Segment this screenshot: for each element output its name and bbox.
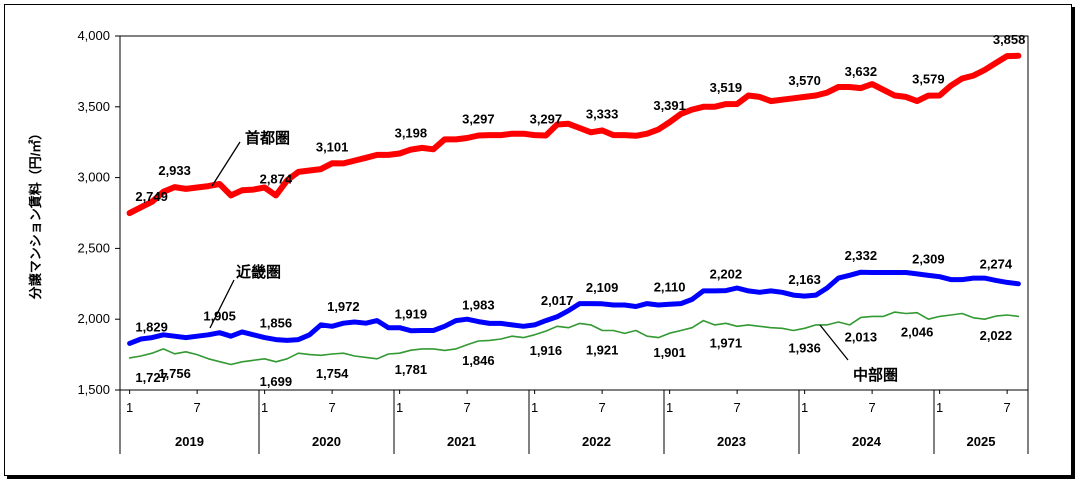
- month-tick-label: 1: [531, 400, 538, 415]
- data-label: 3,519: [710, 80, 743, 95]
- data-label: 2,046: [901, 325, 934, 340]
- data-label: 2,109: [586, 280, 619, 295]
- data-label: 1,971: [710, 335, 743, 350]
- month-tick-label: 1: [936, 400, 943, 415]
- data-label: 3,297: [530, 112, 563, 127]
- month-tick-label: 1: [666, 400, 673, 415]
- data-label: 2,274: [980, 256, 1013, 271]
- data-label: 1,936: [788, 340, 821, 355]
- data-label: 2,309: [912, 251, 945, 266]
- data-label: 1,756: [158, 366, 191, 381]
- leader-line: [211, 141, 241, 187]
- year-label: 2019: [175, 434, 204, 449]
- data-label: 3,391: [653, 98, 686, 113]
- series-line-chubu: [128, 311, 1020, 366]
- region-label-shutoken: 首都圏: [245, 129, 290, 147]
- data-label: 1,901: [653, 345, 686, 360]
- plot-area: [119, 35, 1029, 391]
- series-lines: [126, 52, 1022, 366]
- data-label: 2,110: [654, 280, 686, 295]
- y-tick-label: 4,000: [77, 28, 110, 43]
- data-label: 3,101: [316, 139, 349, 154]
- leader-line: [209, 279, 235, 329]
- data-label: 2,013: [845, 329, 878, 344]
- data-label: 1,983: [462, 298, 495, 313]
- region-label-kinki: 近畿圏: [236, 263, 281, 281]
- data-label: 2,933: [158, 163, 191, 178]
- data-label: 1,856: [260, 316, 293, 331]
- data-label: 1,781: [395, 362, 428, 377]
- data-label: 3,579: [912, 72, 945, 87]
- region-label-chubu: 中部圏: [853, 366, 898, 384]
- leader-line: [819, 324, 849, 361]
- data-label: 2,749: [135, 189, 168, 204]
- data-label: 1,905: [203, 309, 236, 324]
- data-label: 2,022: [980, 328, 1013, 343]
- data-label: 2,017: [541, 293, 574, 308]
- data-label: 3,858: [993, 32, 1026, 47]
- month-tick-label: 7: [869, 400, 876, 415]
- month-tick-label: 1: [801, 400, 808, 415]
- month-tick-label: 1: [126, 400, 133, 415]
- y-axis-label: 分譲マンション賃料（円/㎡）: [28, 127, 43, 300]
- series-line-kinki: [127, 269, 1021, 346]
- year-label: 2022: [582, 434, 611, 449]
- data-label: 2,163: [788, 272, 821, 287]
- year-label: 2023: [717, 434, 746, 449]
- year-label: 2025: [967, 434, 996, 449]
- chart-frame: [4, 4, 1072, 476]
- data-label: 1,829: [135, 319, 168, 334]
- data-label: 1,916: [530, 343, 563, 358]
- y-tick-label: 3,500: [77, 99, 110, 114]
- data-label: 3,297: [462, 112, 495, 127]
- series-line-shutoken: [126, 52, 1022, 217]
- data-label: 2,202: [710, 267, 743, 282]
- data-label: 2,332: [845, 248, 878, 263]
- month-tick-label: 7: [194, 400, 201, 415]
- data-label: 1,699: [260, 374, 293, 389]
- data-label: 1,846: [462, 353, 495, 368]
- data-label: 2,874: [260, 171, 293, 186]
- y-tick-label: 1,500: [77, 382, 110, 397]
- month-tick-label: 7: [329, 400, 336, 415]
- data-label: 3,570: [788, 73, 821, 88]
- data-label: 1,754: [316, 366, 349, 381]
- y-tick-label: 3,000: [77, 170, 110, 185]
- data-label: 1,727: [135, 370, 168, 385]
- data-label: 3,333: [586, 106, 619, 121]
- month-tick-label: 7: [599, 400, 606, 415]
- axes: 1,500 2,000 2,500 3,000 3,500 4,000 1 7 2019 1 7 20…: [77, 28, 1029, 454]
- year-label: 2020: [312, 434, 341, 449]
- month-tick-label: 7: [1004, 400, 1011, 415]
- month-tick-label: 7: [464, 400, 471, 415]
- data-labels: 2,749 2,933 2,874 3,101 3,198 3,297 3,297 3,333…: [135, 32, 1025, 389]
- year-label: 2021: [447, 434, 476, 449]
- data-label: 1,919: [395, 307, 428, 322]
- y-tick-label: 2,500: [77, 240, 110, 255]
- data-label: 3,632: [845, 64, 878, 79]
- y-tick-label: 2,000: [77, 311, 110, 326]
- month-tick-label: 1: [261, 400, 268, 415]
- data-label: 1,921: [586, 342, 619, 357]
- year-label: 2024: [852, 434, 882, 449]
- month-tick-label: 1: [396, 400, 403, 415]
- data-label: 3,198: [395, 126, 428, 141]
- month-tick-label: 7: [734, 400, 741, 415]
- data-label: 1,972: [327, 299, 360, 314]
